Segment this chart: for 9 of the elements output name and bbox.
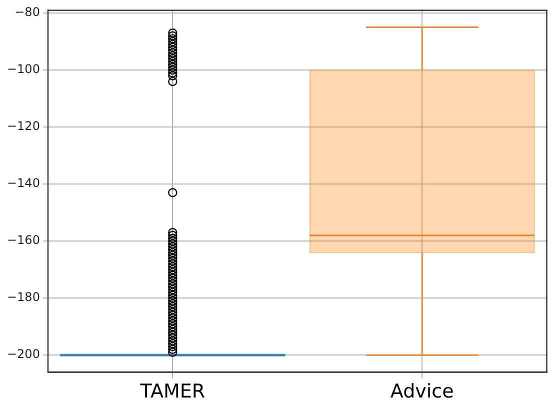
y-tick-label: −120 — [6, 119, 40, 134]
x-tick-label: Advice — [390, 380, 454, 403]
x-tick-label: TAMER — [139, 380, 206, 403]
y-tick-label: −200 — [6, 347, 40, 362]
y-tick-label: −100 — [6, 62, 40, 76]
y-tick-label: −140 — [6, 176, 40, 190]
y-tick-label: −80 — [14, 5, 40, 20]
y-tick-label: −180 — [6, 290, 40, 304]
y-tick-label: −160 — [6, 233, 40, 248]
